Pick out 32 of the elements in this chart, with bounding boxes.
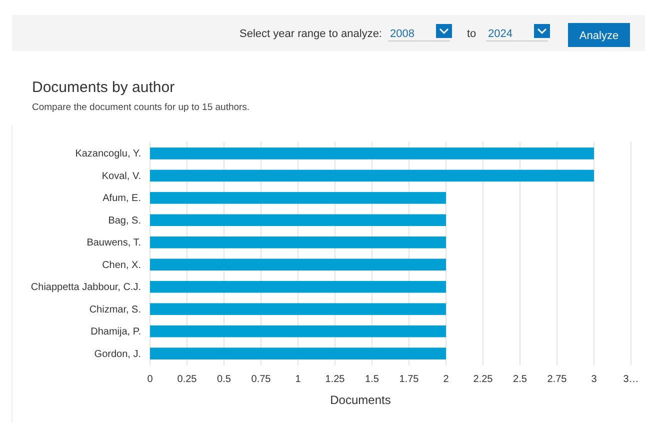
y-tick-label: Bauwens, T. <box>86 238 141 249</box>
text: Analyze <box>579 30 619 42</box>
x-axis-title: Documents <box>330 393 391 407</box>
x-tick-label: 0 <box>147 374 154 386</box>
x-tick-label: 3 <box>591 374 598 386</box>
x-tick-label: 1 <box>295 374 302 386</box>
y-tick-label: Dhamija, P. <box>90 326 141 338</box>
y-tick-label: Chen, X. <box>102 260 141 271</box>
x-tick-label: 1.5 <box>365 374 380 386</box>
text: 2024 <box>488 28 512 40</box>
x-tick-label: 1.25 <box>325 374 346 386</box>
x-tick-label: 0.75 <box>251 374 272 386</box>
chart-subtitle: Compare the document counts for up to 15 authors. <box>32 102 250 113</box>
x-tick-label: 2.5 <box>513 374 528 386</box>
y-tick-label: Kazancoglu, Y. <box>75 148 141 160</box>
x-tick-label: 2.75 <box>547 374 568 386</box>
x-tick-label: 2.25 <box>473 374 494 386</box>
y-tick-label: Chiappetta Jabbour, C.J. <box>30 282 141 294</box>
text: to <box>467 28 476 40</box>
y-tick-label: Gordon, J. <box>94 348 141 360</box>
y-tick-label: Bag, S. <box>108 215 141 226</box>
x-tick-label: 2 <box>443 374 450 386</box>
chart-title: Documents by author <box>32 79 175 96</box>
y-tick-label: Chizmar, S. <box>89 304 141 316</box>
text: Select year range to analyze: <box>240 28 382 40</box>
x-tick-label: 3… <box>623 374 639 386</box>
y-tick-label: Afum, E. <box>102 193 141 204</box>
text: 2008 <box>390 28 414 40</box>
y-tick-label: Koval, V. <box>102 170 141 182</box>
x-tick-label: 0.5 <box>217 374 232 386</box>
x-tick-label: 0.25 <box>177 374 198 386</box>
x-tick-label: 1.75 <box>399 374 420 386</box>
